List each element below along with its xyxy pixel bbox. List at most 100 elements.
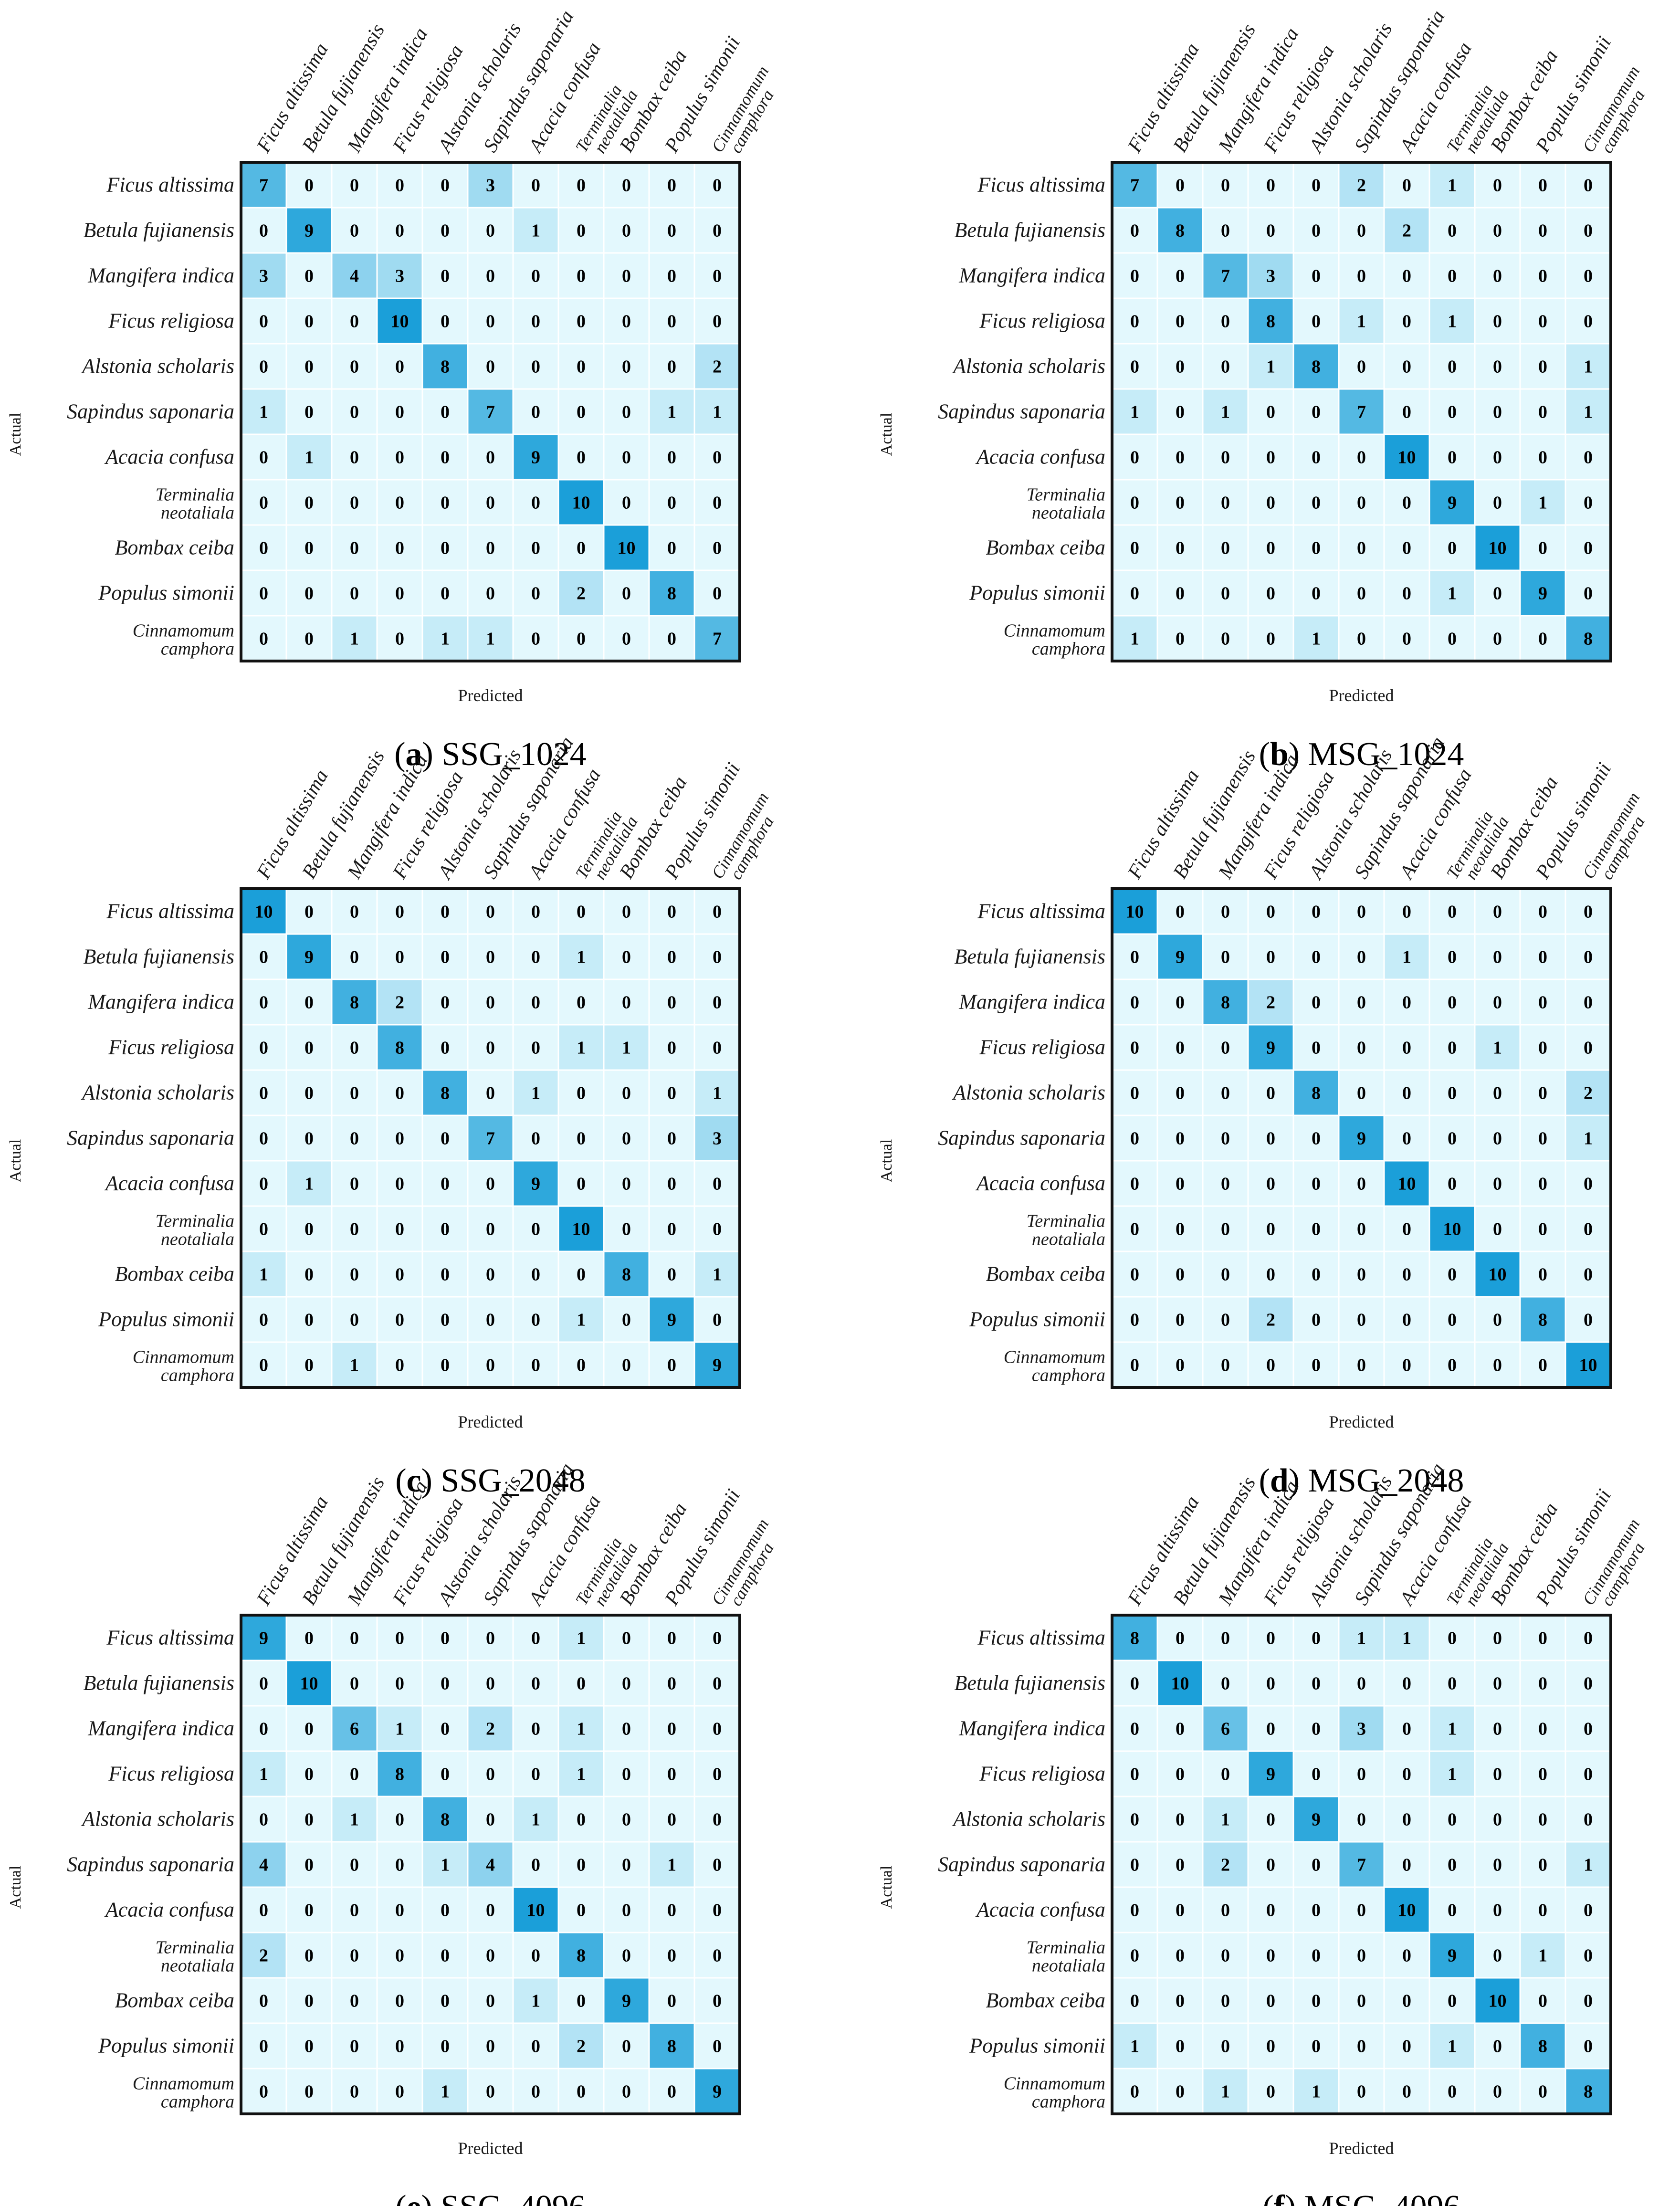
cell-value: 0 [622, 1129, 631, 1149]
cell-value: 0 [259, 312, 268, 332]
cell-value: 10 [1489, 1265, 1507, 1285]
heatmap-cell [603, 1750, 650, 1797]
cell-value: 0 [1221, 584, 1230, 604]
cell-value: 0 [259, 357, 268, 377]
cell-value: 0 [1538, 221, 1547, 241]
row-label: Sapindus saponaria [67, 1126, 234, 1150]
confusion-matrix-b: 7 0 0 0 0 2 0 1 0 0 00 8 0 0 0 0 2 0 0 0 00 0 7 3 0 0 0 0 0 0 00 0 0 8 0 1 0… [878, 7, 1648, 773]
heatmap-cell [240, 1024, 287, 1071]
cell-value: 0 [395, 902, 404, 922]
cell-value: 0 [1584, 2037, 1593, 2057]
cell-value: 9 [1266, 1038, 1275, 1058]
cell-value: 0 [1312, 1265, 1321, 1285]
cell-value: 0 [486, 1038, 495, 1058]
cell-value: 0 [1493, 1129, 1502, 1149]
heatmap-cell [1383, 207, 1430, 254]
cell-value: 0 [304, 1219, 314, 1240]
cell-value: 0 [304, 1946, 314, 1966]
cell-value: 1 [1538, 493, 1547, 513]
caption-paren: ) [422, 736, 442, 773]
panel-caption: (f) MSG_4096 [1262, 2189, 1460, 2206]
heatmap-cell [557, 2068, 605, 2115]
cell-value: 0 [1312, 1310, 1321, 1330]
cell-value: 0 [577, 1265, 586, 1285]
heatmap-cell [693, 2022, 741, 2069]
cell-value: 0 [1130, 1991, 1139, 2011]
cell-value: 0 [1538, 1219, 1547, 1240]
heatmap-cell [421, 1660, 469, 1707]
cell-value: 3 [1357, 1719, 1366, 1739]
heatmap-cell [1202, 978, 1249, 1026]
heatmap-cell [512, 433, 559, 481]
heatmap-cell [648, 207, 695, 254]
heatmap-cell [376, 297, 423, 345]
heatmap-cell [1247, 1614, 1294, 1661]
heatmap-cell [467, 1796, 514, 1843]
cell-value: 0 [622, 1855, 631, 1875]
cell-value: 0 [1402, 1674, 1411, 1694]
cell-value: 0 [713, 448, 722, 468]
row-label-line: Cinnamomum [133, 1347, 234, 1367]
cell-value: 0 [531, 266, 540, 286]
heatmap-cell [376, 1205, 423, 1252]
cell-value: 1 [577, 1038, 586, 1058]
row-label: Cinnamomum camphora [133, 2074, 234, 2112]
cell-value: 0 [531, 402, 540, 422]
cell-value: 0 [713, 947, 722, 967]
heatmap-cell [1428, 343, 1476, 390]
cell-value: 0 [1176, 312, 1185, 332]
cell-value: 0 [1402, 1810, 1411, 1830]
cell-value: 10 [1171, 1674, 1189, 1694]
cell-value: 0 [1584, 493, 1593, 513]
cell-value: 0 [1266, 2037, 1275, 2057]
heatmap-cell [285, 161, 333, 209]
cell-value: 0 [1493, 1310, 1502, 1330]
cell-value: 0 [713, 1855, 722, 1875]
cell-value: 0 [1357, 629, 1366, 649]
cell-value: 0 [1357, 993, 1366, 1013]
cell-value: 0 [1176, 538, 1185, 558]
heatmap-cell [1247, 1886, 1294, 1933]
heatmap-cell [1564, 524, 1612, 571]
cell-value: 0 [259, 1810, 268, 1830]
cell-value: 0 [667, 221, 676, 241]
heatmap-cell [648, 1114, 695, 1162]
row-label-line: neotaliala [1032, 503, 1105, 523]
cell-value: 0 [1538, 176, 1547, 196]
cell-value: 4 [350, 266, 359, 286]
heatmap-cell [1474, 978, 1521, 1026]
row-label-line: neotaliala [161, 1229, 234, 1250]
heatmap-cell [557, 1250, 605, 1298]
y-axis-label: Actual [878, 1866, 895, 1909]
heatmap-cell [1292, 1614, 1340, 1661]
heatmap-cell [1519, 2068, 1566, 2115]
heatmap-cell [1428, 615, 1476, 662]
cell-value: 0 [577, 1083, 586, 1103]
cell-value: 1 [713, 1083, 722, 1103]
cell-value: 0 [1312, 993, 1321, 1013]
cell-value: 0 [1130, 993, 1139, 1013]
cell-value: 2 [1266, 1310, 1275, 1330]
cell-value: 0 [259, 1719, 268, 1739]
cell-value: 0 [1493, 1719, 1502, 1739]
row-label: Ficus altissima [106, 173, 234, 197]
heatmap-cell [240, 1977, 287, 2024]
cell-value: 0 [577, 902, 586, 922]
cell-value: 0 [1402, 312, 1411, 332]
heatmap-cell [467, 1069, 514, 1116]
caption-letter: b [1270, 736, 1289, 773]
heatmap-cell [1202, 2068, 1249, 2115]
heatmap-cell [648, 978, 695, 1026]
cell-value: 0 [1130, 1946, 1139, 1966]
cell-value: 0 [395, 538, 404, 558]
cell-value: 0 [1402, 2037, 1411, 2057]
cell-value: 0 [1312, 312, 1321, 332]
cell-value: 0 [441, 2037, 450, 2057]
heatmap-cell [557, 1886, 605, 1933]
heatmap-cell [1202, 524, 1249, 571]
heatmap-cell [648, 161, 695, 209]
column-label: Betula fujianensis [298, 1473, 389, 1609]
cell-value: 0 [304, 2037, 314, 2057]
cell-value: 0 [486, 266, 495, 286]
heatmap-cell [1247, 1796, 1294, 1843]
